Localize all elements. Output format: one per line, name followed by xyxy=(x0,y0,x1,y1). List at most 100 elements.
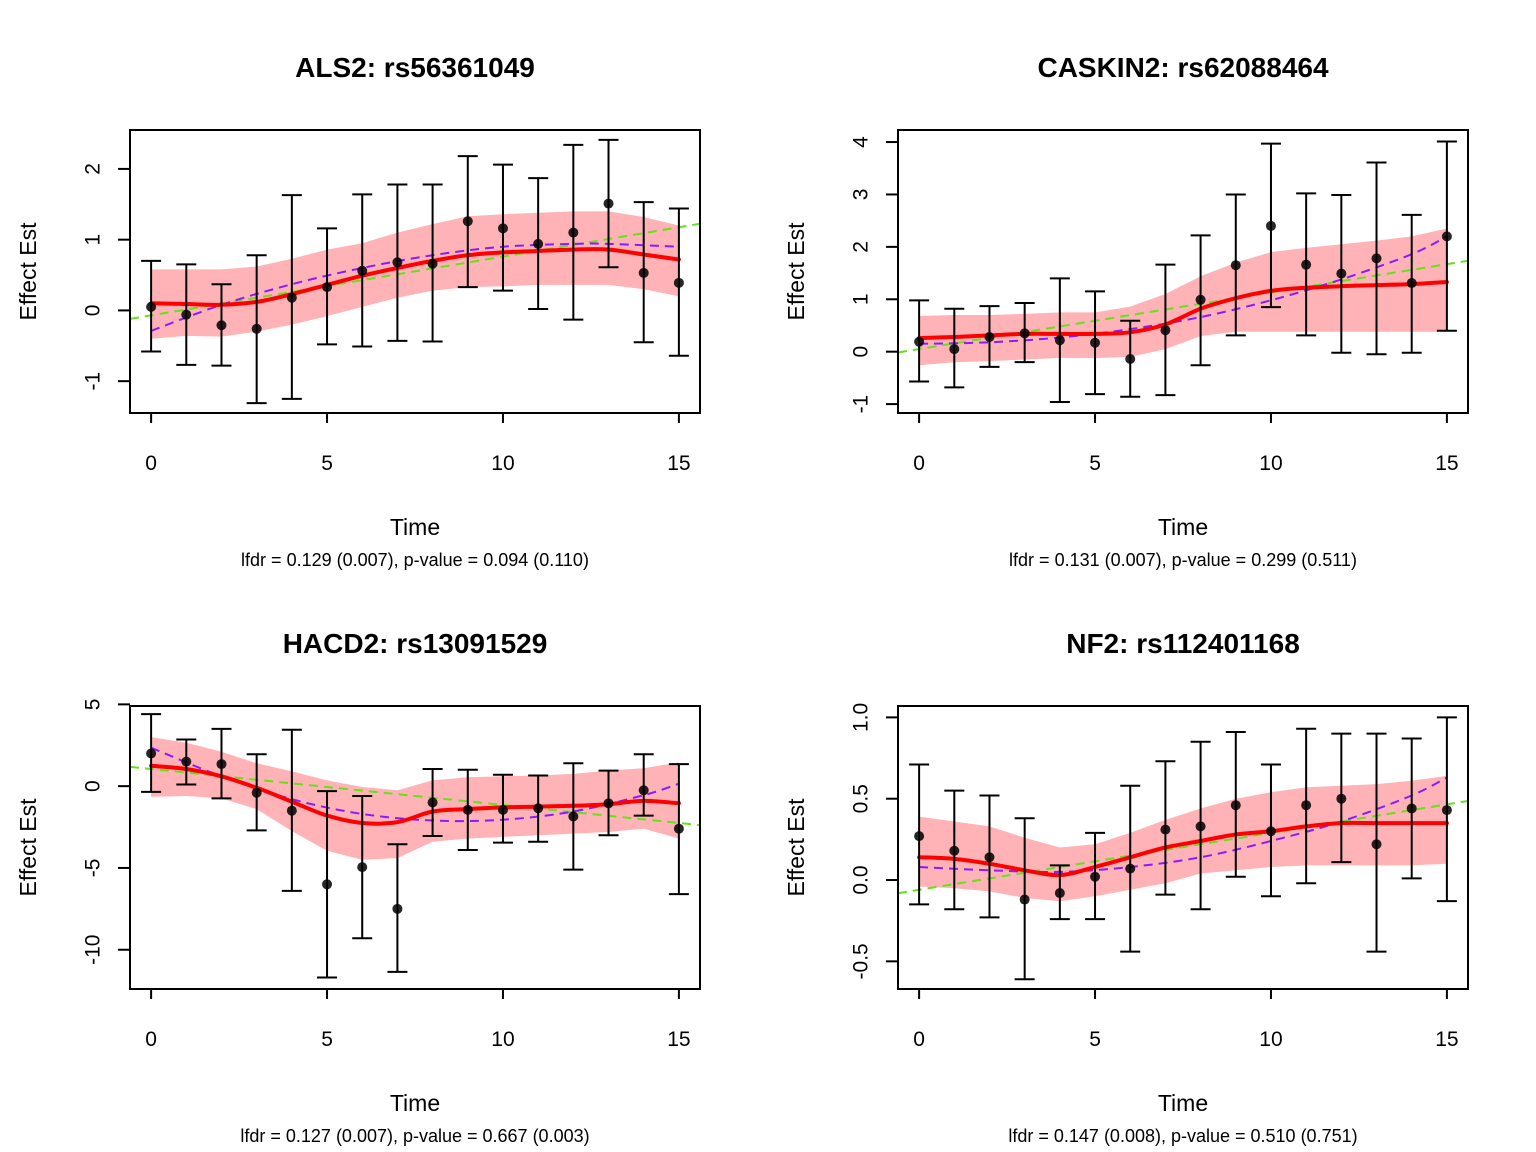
y-tick-label: -0.5 xyxy=(850,943,873,979)
y-tick-label: 4 xyxy=(850,136,873,148)
x-tick-label: 10 xyxy=(1259,452,1282,475)
estimate-point xyxy=(146,301,157,312)
x-tick-label: 15 xyxy=(667,1028,690,1051)
estimate-point xyxy=(1160,824,1171,835)
estimate-point xyxy=(949,845,960,856)
panel-subtitle: lfdr = 0.147 (0.008), p-value = 0.510 (0… xyxy=(1008,1126,1357,1146)
smooth-estimate-line xyxy=(917,280,1449,341)
estimate-point xyxy=(1090,871,1101,882)
estimate-point xyxy=(568,227,579,238)
y-tick-label: 2 xyxy=(850,241,873,253)
estimate-point xyxy=(1019,894,1030,905)
y-tick-label: -1 xyxy=(850,395,873,414)
estimate-point xyxy=(914,336,925,347)
estimate-point xyxy=(181,756,192,767)
plot-frame xyxy=(897,705,1469,990)
error-bar xyxy=(633,753,654,817)
estimate-point xyxy=(1230,260,1241,271)
estimate-point xyxy=(673,277,684,288)
panel-title: NF2: rs112401168 xyxy=(1066,628,1300,659)
x-tick-label: 10 xyxy=(491,452,514,475)
y-axis-label: Effect Est xyxy=(15,222,41,321)
panel-subtitle: lfdr = 0.131 (0.007), p-value = 0.299 (0… xyxy=(1009,550,1357,570)
x-tick-label: 0 xyxy=(145,452,157,475)
estimate-point xyxy=(497,804,508,815)
estimate-point xyxy=(984,332,995,343)
estimate-point xyxy=(533,238,544,249)
panel-title: HACD2: rs13091529 xyxy=(283,628,548,659)
x-tick-label: 0 xyxy=(913,452,925,475)
smooth-estimate-line xyxy=(917,820,1449,878)
estimate-point xyxy=(1160,325,1171,336)
estimate-point xyxy=(1054,335,1065,346)
confidence-band xyxy=(919,775,1447,902)
y-tick-label: 0.0 xyxy=(850,865,873,894)
estimate-point xyxy=(251,787,262,798)
estimate-point xyxy=(462,804,473,815)
estimate-point xyxy=(1019,328,1030,339)
x-axis-label: Time xyxy=(1158,514,1208,540)
y-tick-label: -1 xyxy=(82,372,105,391)
estimate-point xyxy=(1301,800,1312,811)
panel-title: CASKIN2: rs62088464 xyxy=(1037,52,1328,83)
estimate-point xyxy=(949,344,960,355)
panel-caskin2: CASKIN2: rs62088464 Time Effect Est lfdr… xyxy=(783,52,1469,570)
plot-frame xyxy=(129,129,701,414)
y-axis-label: Effect Est xyxy=(15,798,41,897)
estimate-point xyxy=(1406,278,1417,289)
estimate-point xyxy=(462,216,473,227)
estimate-point xyxy=(392,903,403,914)
x-tick-label: 10 xyxy=(491,1028,514,1051)
y-tick-label: 0 xyxy=(82,305,105,317)
estimate-point xyxy=(1090,337,1101,348)
x-tick-label: 5 xyxy=(321,1028,333,1051)
linear-fit-line xyxy=(898,799,1468,895)
plot-area xyxy=(898,775,1468,902)
y-tick-label: 1.0 xyxy=(850,703,873,732)
plot-area xyxy=(898,228,1468,366)
estimate-point xyxy=(1371,253,1382,264)
x-tick-label: 5 xyxy=(1089,1028,1101,1051)
estimate-point xyxy=(357,265,368,276)
confidence-band xyxy=(919,228,1447,366)
estimate-point xyxy=(322,879,333,890)
estimate-point xyxy=(392,257,403,268)
estimate-point xyxy=(357,862,368,873)
x-tick-label: 0 xyxy=(145,1028,157,1051)
smooth-estimate-line xyxy=(149,763,681,826)
y-axis-label: Effect Est xyxy=(783,798,809,897)
x-tick-label: 10 xyxy=(1259,1028,1282,1051)
panel-subtitle: lfdr = 0.127 (0.007), p-value = 0.667 (0… xyxy=(240,1126,589,1146)
estimate-point xyxy=(1441,805,1452,816)
panel-als2: ALS2: rs56361049 Time Effect Est lfdr = … xyxy=(15,52,701,570)
x-axis-label: Time xyxy=(1158,1090,1208,1116)
x-tick-label: 15 xyxy=(667,452,690,475)
estimate-point xyxy=(1195,821,1206,832)
estimate-point xyxy=(638,785,649,796)
estimate-point xyxy=(286,805,297,816)
estimate-point xyxy=(1125,354,1136,365)
estimate-point xyxy=(497,223,508,234)
x-tick-label: 0 xyxy=(913,1028,925,1051)
panel-nf2: NF2: rs112401168 Time Effect Est lfdr = … xyxy=(783,628,1469,1146)
y-tick-label: 0 xyxy=(82,780,105,792)
estimate-point xyxy=(984,852,995,863)
confidence-band xyxy=(151,211,679,339)
estimate-point xyxy=(146,748,157,759)
estimate-point xyxy=(1371,839,1382,850)
plot-area xyxy=(130,211,700,339)
estimate-point xyxy=(1336,268,1347,279)
estimate-point xyxy=(673,823,684,834)
x-tick-label: 15 xyxy=(1435,1028,1458,1051)
estimate-point xyxy=(251,323,262,334)
estimate-point xyxy=(533,803,544,814)
estimate-point xyxy=(1125,863,1136,874)
estimate-point xyxy=(1054,888,1065,899)
estimate-point xyxy=(1195,294,1206,305)
x-axis-label: Time xyxy=(390,1090,440,1116)
y-axis-label: Effect Est xyxy=(783,222,809,321)
y-tick-label: 5 xyxy=(82,699,105,711)
plot-frame xyxy=(129,705,701,990)
confidence-band xyxy=(151,737,679,860)
